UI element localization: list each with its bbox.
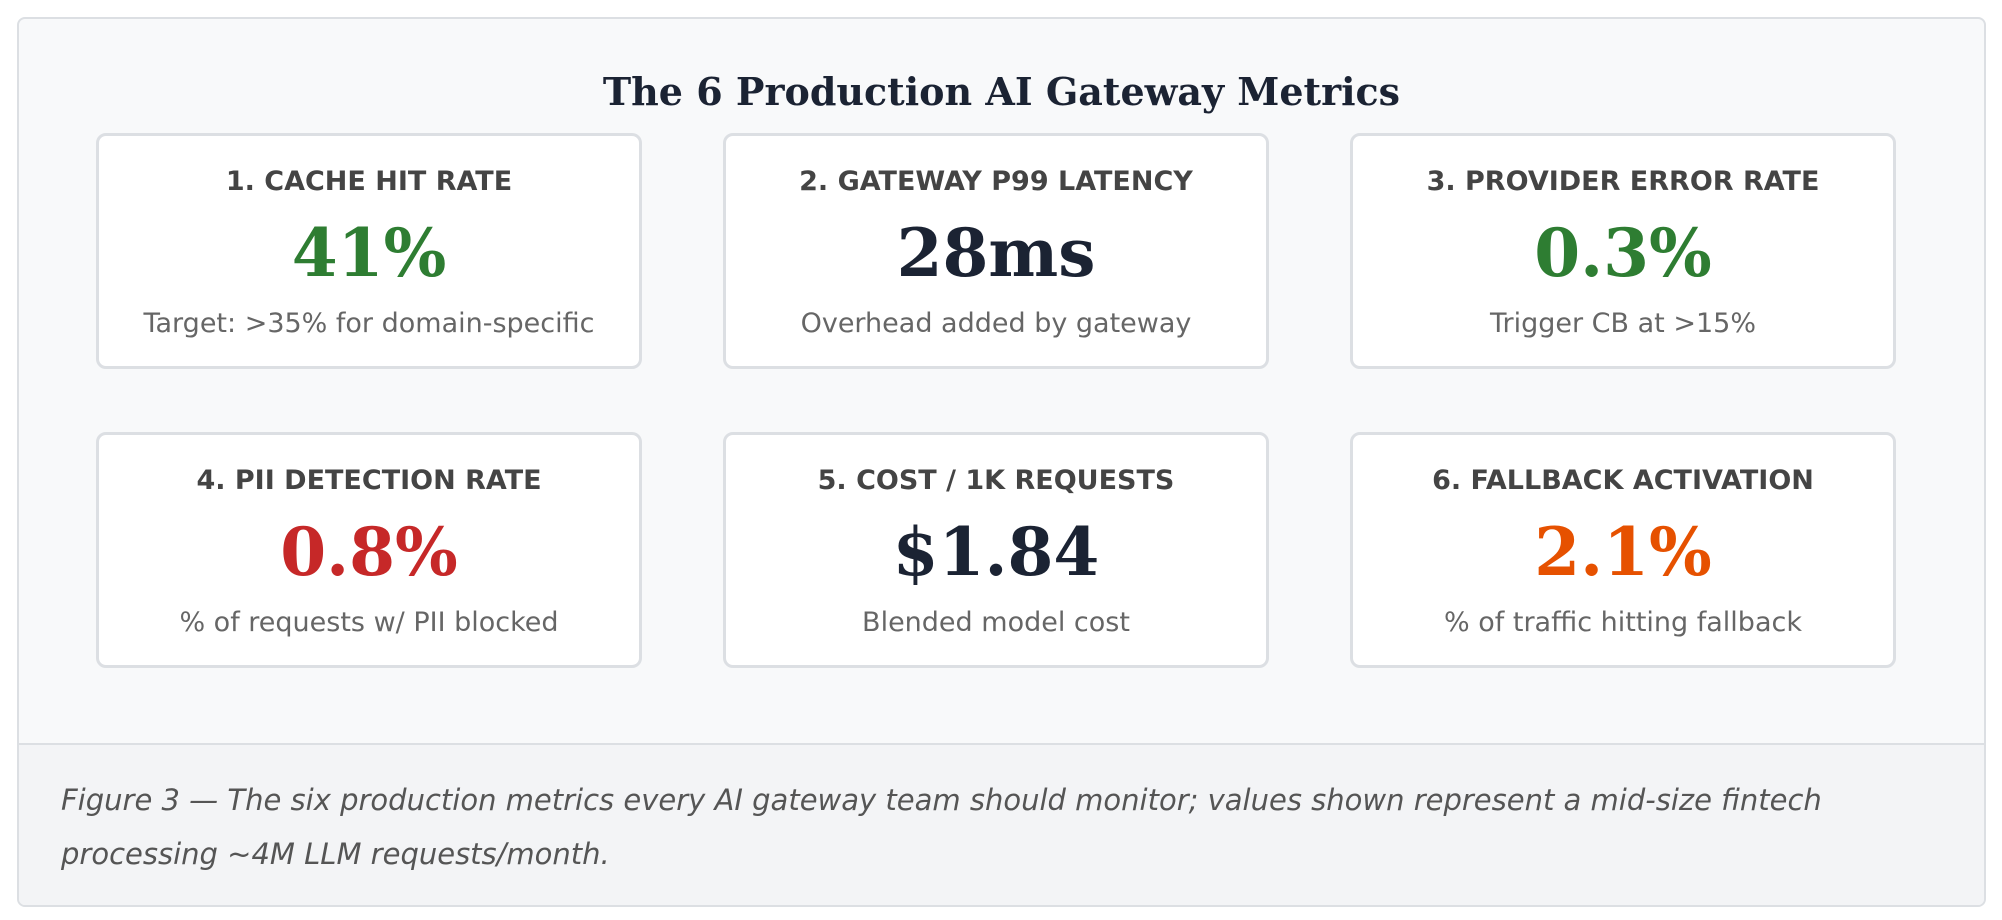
metric-label: 4. PII DETECTION RATE	[196, 465, 542, 496]
metric-value: 2.1%	[1534, 513, 1712, 591]
figure-title: The 6 Production AI Gateway Metrics	[602, 69, 1401, 114]
metric-value: 0.3%	[1534, 214, 1712, 292]
metric-label: 5. COST / 1K REQUESTS	[817, 465, 1175, 496]
caption: Figure 3 — The six production metrics ev…	[61, 783, 1822, 871]
metric-card: 6. FALLBACK ACTIVATION 2.1% % of traffic h…	[1350, 432, 1896, 668]
metric-value: 0.8%	[280, 513, 458, 591]
metric-note: % of traffic hitting fallback	[1444, 607, 1802, 638]
metric-note: Blended model cost	[862, 607, 1130, 638]
metric-value: 28ms	[896, 214, 1096, 292]
metric-label: 1. CACHE HIT RATE	[225, 166, 513, 197]
metric-value: 41%	[291, 214, 447, 292]
metric-grid: 1. CACHE HIT RATE 41% Target: >35% for dom…	[96, 133, 1896, 668]
metric-note: Target: >35% for domain-specific	[143, 308, 595, 339]
metric-label: 6. FALLBACK ACTIVATION	[1432, 465, 1814, 496]
metric-value: $1.84	[892, 513, 1100, 591]
metric-note: Overhead added by gateway	[800, 308, 1192, 339]
metric-card: 1. CACHE HIT RATE 41% Target: >35% for dom…	[96, 133, 642, 369]
caption-area	[19, 743, 1984, 905]
metric-label: 2. GATEWAY P99 LATENCY	[799, 166, 1193, 197]
figure: The 6 Production AI Gateway Metrics 1. C…	[17, 17, 1986, 907]
metric-card: 3. PROVIDER ERROR RATE 0.3% Trigger CB at …	[1350, 133, 1896, 369]
metric-card: 4. PII DETECTION RATE 0.8% % of requests w…	[96, 432, 642, 668]
metric-card: 2. GATEWAY P99 LATENCY 28ms Overhead added…	[723, 133, 1269, 369]
metric-label: 3. PROVIDER ERROR RATE	[1426, 166, 1820, 197]
metric-note: % of requests w/ PII blocked	[179, 607, 559, 638]
metric-note: Trigger CB at >15%	[1489, 308, 1756, 339]
metric-card: 5. COST / 1K REQUESTS $1.84 Blended model …	[723, 432, 1269, 668]
